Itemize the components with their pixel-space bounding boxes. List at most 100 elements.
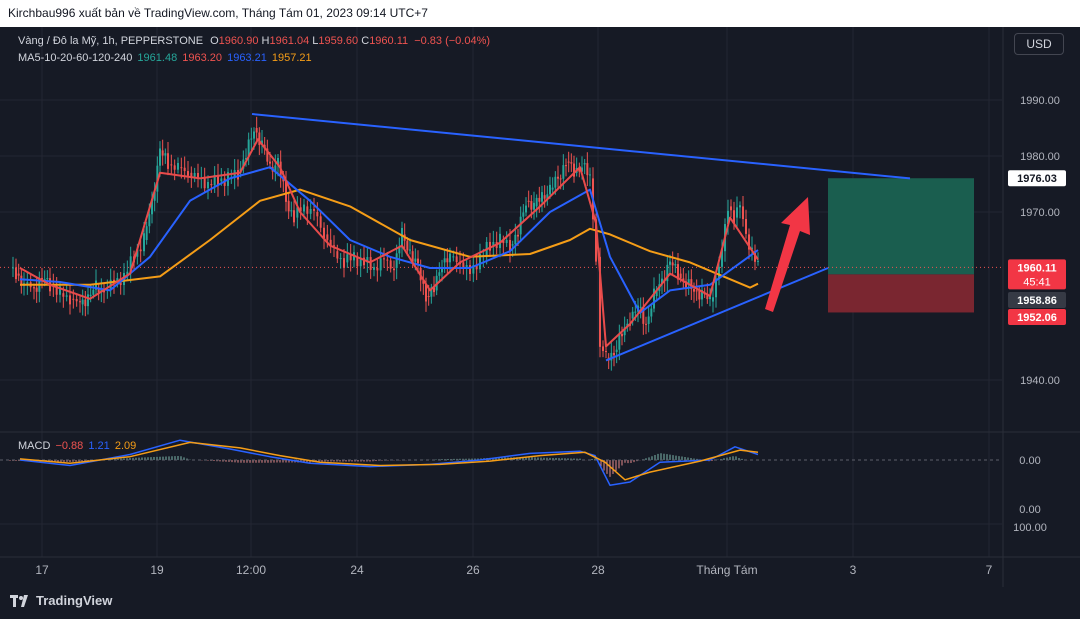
candle-body	[623, 327, 626, 336]
candle-body	[379, 258, 382, 271]
candle-body	[145, 226, 148, 240]
candle-body	[578, 167, 581, 172]
candle-body	[343, 258, 345, 268]
time-tick-label: 12:00	[236, 563, 266, 577]
candle-body	[92, 289, 95, 295]
candle-body	[543, 195, 546, 199]
countdown-text: 45:41	[1023, 276, 1051, 288]
price-tag-text-stop: 1952.06	[1017, 312, 1057, 324]
candle-body	[210, 184, 213, 186]
candle-body	[682, 278, 685, 282]
price-tag-text-target: 1976.03	[1017, 173, 1057, 185]
trendline-1	[605, 267, 829, 362]
candle-body	[642, 306, 645, 324]
ma-legend: MA5-10-20-60-120-240 1961.48 1963.20 196…	[18, 52, 312, 64]
candle-body	[406, 240, 409, 251]
candle-body	[129, 256, 132, 272]
candle-body	[398, 247, 401, 254]
currency-button[interactable]: USD	[1014, 33, 1064, 55]
candle-body	[549, 184, 551, 195]
candle-body	[59, 286, 61, 295]
candle-body	[193, 172, 196, 177]
candle-body	[417, 258, 419, 264]
candle-body	[173, 165, 176, 170]
candle-body	[75, 299, 78, 302]
candle-body	[733, 210, 735, 225]
candle-body	[621, 333, 623, 337]
ma-value-2: 1963.20	[182, 52, 223, 64]
candle-body	[701, 289, 703, 300]
publish-info-text: Kirchbau996 xuất bản về TradingView.com,…	[8, 6, 428, 20]
candle-body	[615, 349, 618, 352]
candle-body	[143, 233, 145, 252]
ma-value-3: 1963.21	[227, 52, 267, 64]
ma-value-4: 1957.21	[271, 52, 312, 64]
candle-body	[443, 258, 446, 263]
candle-body	[455, 256, 458, 263]
candle-body	[427, 296, 430, 297]
price-chart-svg[interactable]: 1990.00 1980.00 1970.00 1940.00 0.00 0.00 100.…	[0, 27, 1080, 587]
candle-body	[414, 258, 417, 262]
ma-value-1: 1961.48	[137, 52, 178, 64]
price-tick-label: 1990.00	[1020, 95, 1060, 107]
low-value: 1959.60	[318, 35, 359, 47]
tradingview-logo[interactable]: TradingView	[10, 593, 112, 608]
candle-body	[79, 301, 81, 303]
candle-body	[17, 273, 20, 276]
macd-line	[19, 439, 759, 487]
candle-body	[690, 279, 693, 289]
candle-body	[687, 279, 690, 285]
candle-body	[266, 148, 269, 162]
candle-body	[313, 209, 315, 211]
time-tick-label: 7	[986, 563, 993, 577]
candle-body	[177, 162, 179, 170]
candle-body	[190, 172, 193, 177]
candle-body	[250, 138, 253, 140]
candle-body	[546, 194, 549, 199]
candle-body	[433, 287, 435, 293]
chart-canvas[interactable]: 1990.00 1980.00 1970.00 1940.00 0.00 0.00 100.…	[0, 27, 1080, 587]
candle-body	[736, 207, 738, 218]
candle-body	[538, 197, 541, 202]
candle-body	[167, 153, 169, 169]
candle-body	[693, 288, 695, 292]
price-tick-label: 1940.00	[1020, 375, 1060, 387]
macd-tick-label: 0.00	[1019, 455, 1040, 467]
macd-value-3: 2.09	[114, 440, 137, 452]
candle-body	[492, 241, 495, 246]
candle-body	[393, 268, 395, 271]
candle-body	[742, 206, 744, 220]
candle-body	[339, 258, 342, 260]
open-label: O	[210, 35, 219, 47]
candle-body	[698, 290, 701, 300]
stop-zone	[828, 274, 974, 313]
candle-body	[247, 139, 250, 156]
candle-body	[650, 308, 653, 317]
candle-body	[237, 170, 239, 180]
candle-body	[599, 256, 601, 347]
candle-body	[499, 233, 501, 249]
candle-body	[573, 163, 575, 177]
candle-body	[409, 249, 411, 251]
candle-body	[751, 247, 753, 250]
candle-body	[287, 200, 290, 212]
candle-body	[739, 205, 741, 208]
candle-body	[712, 297, 714, 302]
tradingview-icon	[10, 594, 28, 607]
candle-body	[95, 280, 97, 290]
candle-body	[509, 240, 511, 252]
candle-body	[514, 234, 517, 245]
candle-body	[274, 165, 277, 172]
high-label: H	[261, 35, 270, 47]
price-tag-last	[1008, 259, 1066, 290]
candle-body	[333, 245, 335, 247]
candle-body	[653, 288, 655, 309]
candle-body	[389, 260, 392, 269]
candle-body	[586, 163, 589, 176]
candle-body	[12, 267, 14, 269]
candle-body	[462, 262, 465, 270]
candle-body	[567, 161, 570, 163]
candle-body	[647, 316, 650, 324]
candle-body	[438, 272, 441, 276]
candle-body	[126, 271, 129, 277]
